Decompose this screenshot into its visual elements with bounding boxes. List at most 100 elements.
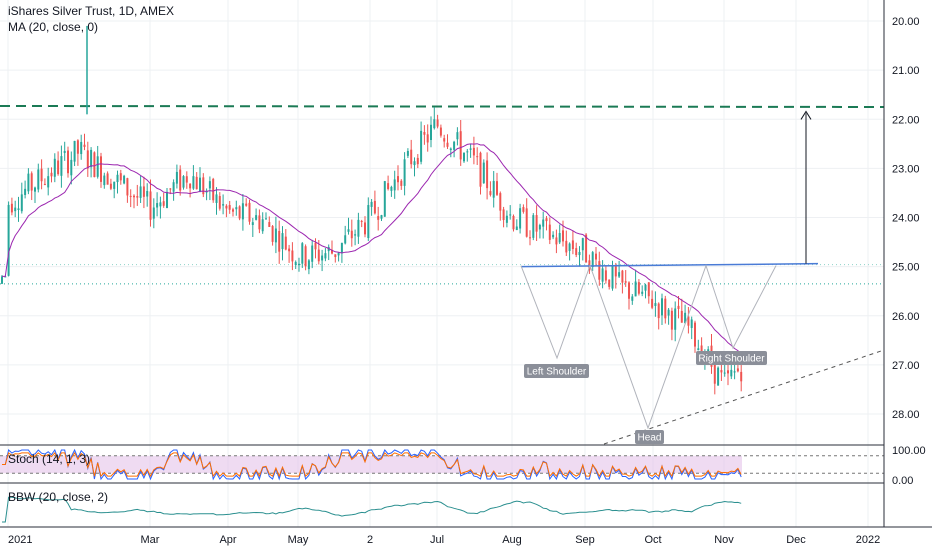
candle-body [538,224,541,230]
candle-body [522,207,525,212]
candle-body [334,254,337,258]
candle-body [499,193,502,211]
candle-body [489,191,492,195]
candle-body [314,242,317,250]
bbw-panel[interactable] [0,484,884,526]
candle-body [466,151,469,153]
price-panel[interactable] [0,0,884,444]
candle-body [380,215,383,219]
candle-body [413,161,416,166]
time-tick: Nov [714,534,734,546]
candle-body [406,150,409,156]
candle-body [238,206,241,219]
stoch-axis[interactable]: 100.00 0.00 [892,445,926,487]
candle-body [463,152,465,162]
price-tick: 27.00 [892,360,920,372]
candle-body [509,214,512,216]
time-tick: 2 [367,534,373,546]
price-axis[interactable]: 28.00 27.00 26.00 25.00 24.00 23.00 22.00 21.00… [892,16,920,421]
candle-body [142,186,145,197]
price-tick: 25.00 [892,262,920,274]
candle-body [80,141,83,155]
candle-body [416,157,419,165]
candle-body [403,159,406,186]
candle-body [684,312,687,323]
candle-body [479,152,482,187]
left-shoulder-label: Left Shoulder [527,367,587,378]
candle-body [162,201,165,206]
candle-body [50,172,53,177]
candle-body [182,176,185,188]
candle-body [694,322,696,347]
candle-body [232,209,234,212]
candle-body [63,150,66,153]
candle-body [255,215,258,220]
candle-body [555,237,558,245]
candle-body [129,195,132,197]
bbw-layer [2,496,742,523]
bbw-legend: BBW (20, close, 2) [8,490,109,504]
time-tick: Sep [575,534,595,546]
time-tick: Jul [430,534,444,546]
candle-body [70,159,73,176]
pattern-layer [520,110,819,430]
candle-body [496,181,498,195]
candle-body [60,156,63,176]
candle-body [149,191,152,220]
candle-body [641,291,644,294]
ma-legend: MA (20, close, 0) [8,20,99,34]
candle-body [400,180,403,186]
candle-body [228,205,231,210]
time-axis[interactable]: 2021 Mar Apr May 2 Jul Aug Sep Oct Nov Dec 2022 [8,534,880,546]
candle-body [373,200,376,214]
candle-body [505,215,508,223]
candle-body [37,169,40,190]
candle-body [222,204,225,206]
candle-body [661,298,663,316]
candle-body [542,219,545,227]
neckline [520,262,819,268]
candle-body [730,369,733,377]
candle-body [370,201,373,207]
candle-body [519,208,522,229]
candle-body [47,176,50,188]
candle-body [321,255,324,261]
candle-body [502,209,505,221]
candle-body [106,173,109,185]
stoch-d-line [2,451,742,478]
candle-body [347,229,350,232]
candle-body [568,243,571,251]
candle-body [472,147,475,156]
candle-body [169,188,172,190]
candle-body [740,371,743,382]
candles-layer [1,25,743,395]
price-tick: 28.00 [892,409,920,421]
candle-body [126,178,129,196]
candle-body [311,245,314,262]
candle-body [86,150,89,169]
candle-body [644,284,647,291]
candle-body [166,191,168,208]
candle-body [423,132,426,135]
candle-body [433,119,436,129]
price-tick: 21.00 [892,65,920,77]
candle-body [677,305,680,309]
time-tick: 2022 [856,534,880,546]
candle-body [654,303,657,307]
candle-body [304,246,307,267]
price-tick: 23.00 [892,163,920,175]
price-tick: 20.00 [892,16,920,28]
candle-body [670,310,673,330]
candle-body [235,207,238,210]
candle-body [340,242,343,254]
candle-body [562,230,564,242]
candle-body [156,203,159,208]
candle-body [172,182,175,192]
candle-body [360,220,363,222]
candle-body [578,251,581,256]
candle-body [116,174,119,183]
candle-body [274,228,277,243]
candle-body [357,219,360,237]
candle-body [492,180,495,198]
